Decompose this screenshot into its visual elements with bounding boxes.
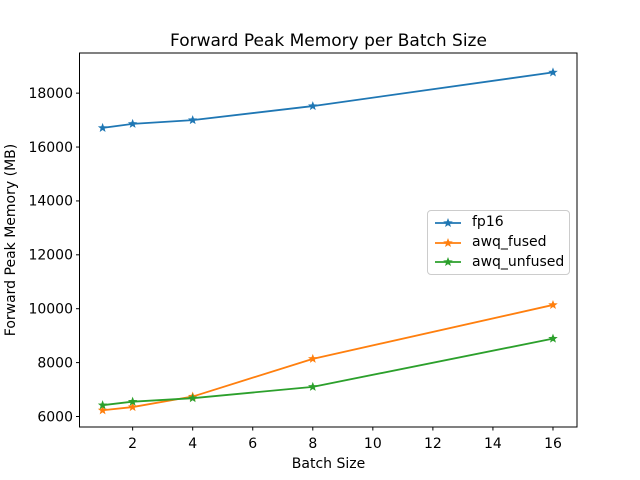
series-marker-awq_unfused bbox=[127, 396, 138, 406]
y-tick-label: 16000 bbox=[28, 140, 73, 156]
legend-sample-awq-unfused bbox=[435, 257, 461, 267]
series-marker-fp16 bbox=[127, 118, 138, 128]
series-marker-awq_fused bbox=[97, 405, 108, 415]
x-tick-label: 10 bbox=[364, 436, 382, 452]
legend-item-fp16: fp16 bbox=[434, 213, 569, 233]
x-tick-label: 4 bbox=[188, 436, 197, 452]
series-marker-awq_unfused bbox=[548, 333, 558, 343]
star-marker-icon bbox=[443, 257, 453, 267]
x-tick-label: 6 bbox=[248, 436, 257, 452]
series-marker-awq_unfused bbox=[187, 393, 198, 403]
star-marker-icon bbox=[443, 217, 453, 227]
y-axis-label: Forward Peak Memory (MB) bbox=[3, 143, 19, 337]
y-tick-label: 10000 bbox=[28, 302, 73, 318]
x-tick-label: 16 bbox=[544, 436, 562, 452]
x-tick-label: 14 bbox=[484, 436, 502, 452]
series-marker-awq_fused bbox=[308, 353, 318, 363]
legend-item-awq-fused: awq_fused bbox=[434, 233, 569, 253]
legend-item-awq-unfused: awq_unfused bbox=[434, 252, 569, 272]
x-tick-label: 2 bbox=[128, 436, 137, 452]
star-marker-icon bbox=[443, 237, 453, 247]
series-marker-awq_unfused bbox=[308, 381, 318, 391]
legend-sample-awq-fused bbox=[435, 237, 461, 247]
x-tick-label: 8 bbox=[308, 436, 317, 452]
axes-frame bbox=[79, 52, 578, 428]
legend: fp16 awq_fused awq_unfused bbox=[427, 210, 570, 275]
chart-title: Forward Peak Memory per Batch Size bbox=[170, 31, 487, 51]
legend-label-awq-unfused: awq_unfused bbox=[472, 253, 565, 270]
series-marker-awq_fused bbox=[127, 402, 138, 412]
legend-sample-fp16 bbox=[435, 217, 461, 227]
series-marker-awq_unfused bbox=[97, 400, 108, 410]
y-tick-label: 12000 bbox=[28, 248, 73, 264]
y-tick-label: 14000 bbox=[28, 194, 73, 210]
y-tick-label: 6000 bbox=[37, 409, 73, 425]
series-marker-fp16 bbox=[97, 122, 108, 132]
series-marker-fp16 bbox=[187, 115, 198, 125]
y-tick-label: 18000 bbox=[28, 86, 73, 102]
series-marker-fp16 bbox=[548, 67, 558, 77]
y-tick-label: 8000 bbox=[37, 355, 73, 371]
series-marker-awq_fused bbox=[548, 299, 558, 309]
x-tick-label: 12 bbox=[424, 436, 442, 452]
legend-label-awq-fused: awq_fused bbox=[472, 234, 547, 250]
x-axis-label: Batch Size bbox=[291, 456, 366, 472]
series-marker-fp16 bbox=[308, 101, 318, 111]
legend-label-fp16: fp16 bbox=[472, 214, 504, 231]
